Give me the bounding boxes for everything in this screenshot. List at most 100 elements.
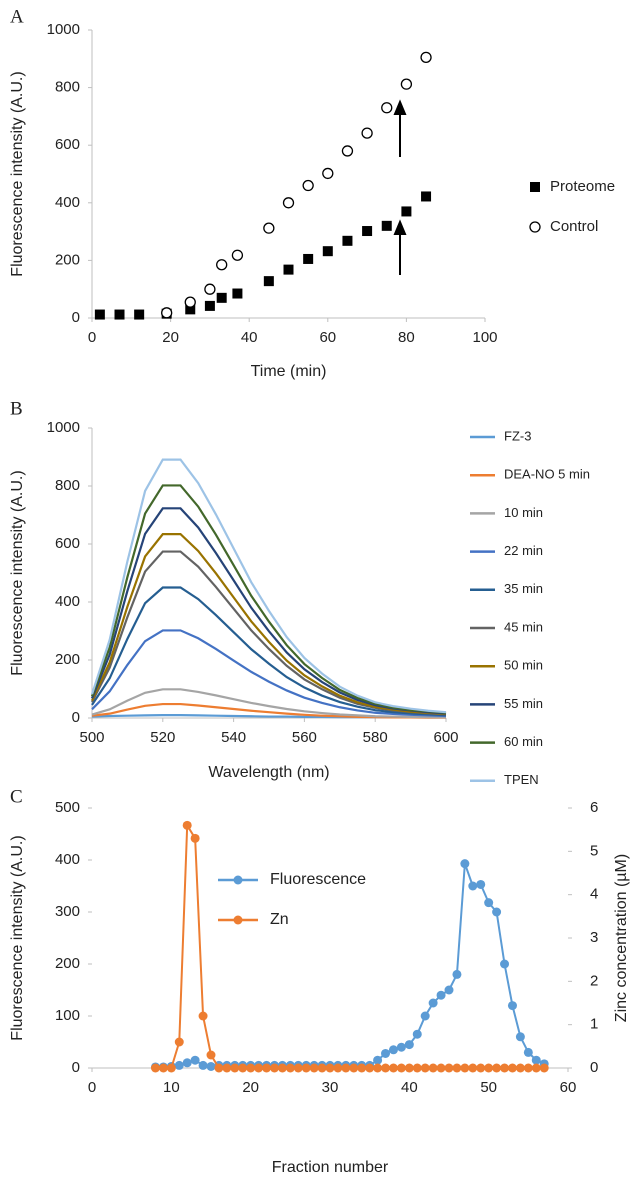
marker [341, 145, 354, 157]
point [190, 1055, 200, 1065]
point [182, 820, 192, 830]
point [420, 1011, 430, 1021]
x-tick-label: 20 [162, 329, 179, 346]
marker [232, 288, 243, 299]
point [412, 1029, 422, 1039]
x-tick-label: 20 [242, 1079, 259, 1096]
series-line [91, 688, 447, 719]
point [428, 1063, 438, 1073]
x-tick-label: 30 [322, 1079, 339, 1096]
point [269, 1063, 279, 1073]
y-tick-label: 1000 [47, 419, 80, 436]
point [238, 1063, 248, 1073]
y-tick-label: 400 [55, 851, 80, 868]
point [373, 1063, 383, 1073]
y-tick-label: 0 [72, 1059, 80, 1076]
legend-label: FZ-3 [504, 428, 531, 443]
marker [216, 259, 228, 271]
point [388, 1063, 398, 1073]
x-axis-title: Fraction number [272, 1159, 389, 1176]
series-line [91, 586, 447, 717]
point [388, 1045, 398, 1055]
point [500, 959, 510, 969]
point [476, 879, 486, 889]
legend-label: 50 min [504, 658, 543, 673]
marker [421, 191, 432, 202]
point [365, 1063, 375, 1073]
y2-tick-label: 2 [590, 972, 598, 989]
legend-label: Fluorescence [270, 871, 366, 888]
legend-label: 22 min [504, 543, 543, 558]
marker [401, 206, 412, 217]
marker [381, 220, 392, 231]
series-line [90, 484, 447, 714]
point [523, 1063, 533, 1073]
y2-tick-label: 6 [590, 799, 598, 816]
y2-tick-label: 5 [590, 842, 598, 859]
point [412, 1063, 422, 1073]
marker [204, 283, 216, 295]
y-tick-label: 200 [55, 251, 80, 268]
marker [322, 167, 334, 180]
y2-tick-label: 4 [590, 886, 598, 903]
point [230, 1063, 240, 1073]
panel-label: B [10, 398, 23, 419]
y-tick-label: 0 [72, 309, 80, 326]
panel-label: C [10, 786, 23, 807]
legend-label: Control [550, 218, 598, 235]
x-tick-label: 40 [241, 329, 258, 346]
x-tick-label: 560 [292, 729, 317, 746]
y-tick-label: 600 [55, 136, 80, 153]
marker [283, 264, 294, 275]
legend-label: 60 min [504, 734, 543, 749]
point [420, 1063, 430, 1073]
point [222, 1063, 232, 1073]
marker [302, 179, 314, 192]
legend-label: Proteome [550, 178, 615, 195]
x-tick-label: 60 [560, 1079, 577, 1096]
y-tick-label: 800 [55, 79, 80, 96]
point [492, 1063, 502, 1073]
arrow-head [393, 99, 407, 115]
point [198, 1060, 208, 1070]
marker [282, 197, 295, 209]
point [198, 1011, 208, 1021]
point [341, 1063, 351, 1073]
point [214, 1063, 224, 1073]
x-tick-label: 10 [163, 1079, 180, 1096]
y2-tick-label: 3 [590, 929, 598, 946]
y-tick-label: 500 [55, 799, 80, 816]
x-tick-label: 100 [472, 329, 497, 346]
series-line [90, 458, 447, 714]
marker [303, 253, 314, 264]
point [515, 1032, 525, 1042]
point [436, 990, 446, 1000]
y-tick-label: 200 [55, 955, 80, 972]
point [396, 1042, 406, 1052]
point [396, 1063, 406, 1073]
point [444, 985, 454, 995]
point [531, 1055, 541, 1065]
y-tick-label: 1000 [47, 21, 80, 38]
legend-marker [233, 915, 243, 925]
marker [161, 307, 173, 319]
point [373, 1055, 383, 1065]
x-tick-label: 520 [150, 729, 175, 746]
point [381, 1048, 391, 1058]
point [293, 1063, 303, 1073]
y-tick-label: 800 [55, 477, 80, 494]
marker [342, 235, 353, 246]
x-tick-label: 60 [319, 329, 336, 346]
point [317, 1063, 327, 1073]
legend-label: TPEN [504, 772, 539, 787]
marker [185, 304, 196, 315]
marker [263, 276, 274, 287]
y-tick-label: 400 [55, 194, 80, 211]
point [150, 1063, 160, 1073]
point [246, 1063, 256, 1073]
marker [204, 300, 215, 311]
point [158, 1063, 168, 1073]
marker [94, 309, 105, 320]
series-line [91, 533, 447, 716]
